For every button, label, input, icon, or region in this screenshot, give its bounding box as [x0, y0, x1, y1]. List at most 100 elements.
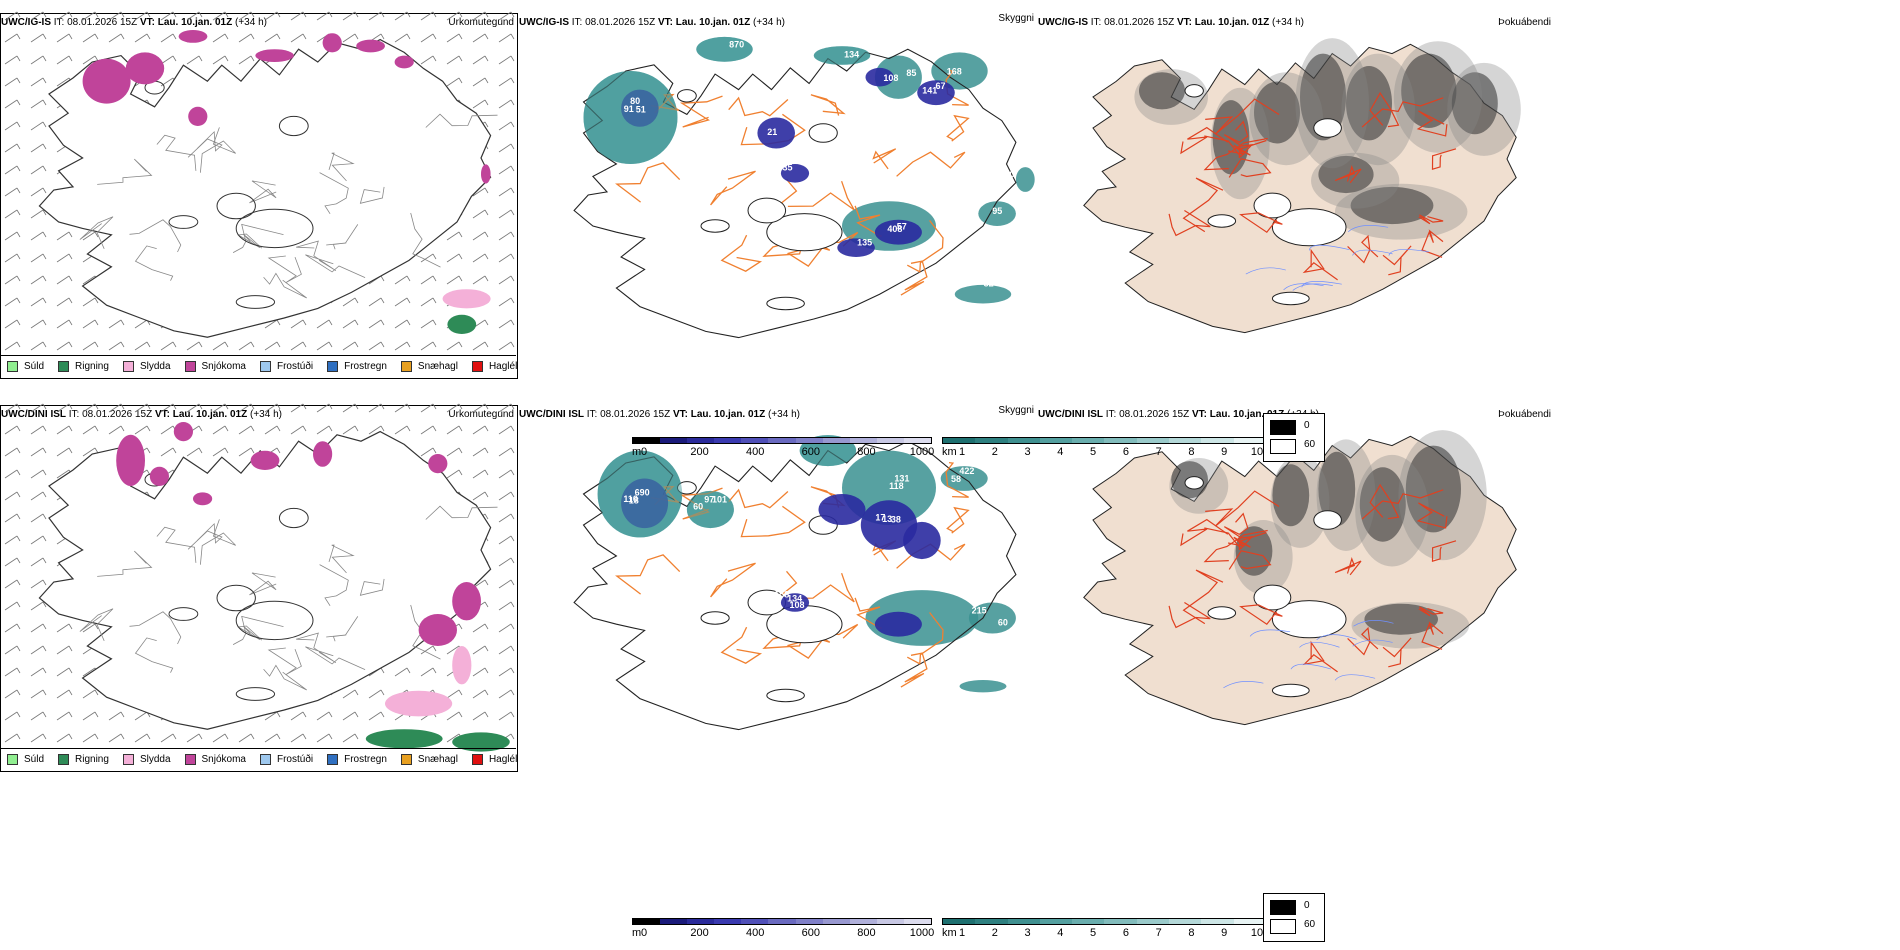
road-line [410, 212, 441, 268]
fog-scale-row1: 0 60 [1263, 413, 1325, 462]
fog-area [1447, 62, 1521, 156]
road-line [79, 216, 114, 249]
glacier-outline [1207, 214, 1237, 228]
legend-item: Slydda [122, 753, 171, 765]
glacier-outline [766, 296, 805, 311]
road-line [232, 223, 284, 253]
road-line [1418, 606, 1444, 617]
low-visibility-area [959, 680, 1007, 693]
road-line [615, 162, 681, 203]
colorbar-unit: m [632, 446, 642, 458]
glacier-outline [1253, 584, 1292, 611]
road-line [615, 554, 681, 595]
colorbar-tick: 600 [801, 446, 820, 458]
legend-label: Frostúði [276, 753, 314, 765]
cloud-base-area [874, 219, 922, 245]
cloud-base-label: 57 [897, 221, 907, 231]
road-line [1369, 483, 1400, 520]
road-line [1382, 637, 1412, 668]
road-line [810, 94, 846, 116]
legend-label: Slydda [139, 753, 171, 765]
fog-swatch [1270, 439, 1296, 454]
colorbar-tick: 6 [1122, 446, 1129, 458]
fog-area [1405, 445, 1461, 533]
cloud-base-label: 690 [635, 488, 650, 498]
island-outline [38, 430, 492, 730]
legend-item: Frostregn [327, 753, 387, 765]
road-line [1334, 165, 1362, 184]
colorbar-tick: 0 [640, 446, 648, 458]
fog-area [1346, 66, 1392, 141]
glacier-outline [235, 295, 276, 309]
road-line [79, 608, 114, 641]
cloud-base-label: 110 [623, 494, 638, 504]
cloud-base-area [903, 521, 941, 560]
low-visibility-area [874, 55, 922, 99]
glacier-outline [747, 197, 787, 224]
glacier-outline [235, 687, 276, 701]
road-line [1302, 640, 1338, 673]
cloud-base-area [917, 80, 955, 106]
snow-area [418, 614, 457, 646]
river-line [1249, 629, 1291, 637]
road-line [425, 505, 498, 520]
cloud-base-label: 80 [630, 96, 640, 106]
legend-item: Súld [7, 753, 44, 765]
river-line [1283, 283, 1324, 291]
fog-area [1393, 41, 1483, 153]
snow-area [178, 30, 208, 43]
glacier-outline [278, 507, 309, 529]
road-line [319, 172, 349, 215]
road-line [267, 647, 302, 676]
road-line [187, 523, 223, 550]
road-line [710, 170, 756, 206]
snow-area [149, 466, 169, 486]
road-line [720, 234, 763, 272]
legend-label: Haglél [488, 360, 518, 372]
road-line [900, 260, 928, 296]
road-line [328, 152, 355, 182]
cloud-base-label: 60 [693, 502, 703, 512]
road-line [1203, 529, 1268, 563]
road-line [1205, 98, 1280, 135]
river-line [1353, 620, 1394, 627]
colorbar-strip [632, 437, 932, 444]
cloud-base-label: 38 [891, 514, 901, 524]
road-line [1168, 601, 1211, 629]
cloud-base-area [780, 164, 810, 183]
glacier-outline [766, 688, 805, 703]
legend-label: Frostregn [344, 753, 387, 765]
low-visibility-area [696, 36, 753, 62]
header-cloudbase-row1: UWC/IG-IS IT: 08.01.2026 15Z VT: Lau. 10… [519, 17, 785, 28]
fog-area [1311, 152, 1400, 209]
road-line [1431, 540, 1457, 563]
road-line [872, 148, 897, 170]
road-line [787, 180, 855, 211]
road-line [945, 461, 969, 498]
colorbar-tick: 600 [801, 927, 820, 939]
colorbar-tick: 8 [1188, 927, 1195, 939]
cloud-base-label: 168 [947, 67, 962, 77]
road-line [319, 564, 349, 607]
legend-label: Rigning [75, 360, 109, 372]
colorbar-tick: 8 [1188, 446, 1195, 458]
legend-swatch [471, 360, 483, 372]
road-line [1180, 126, 1229, 155]
colorbar-unit: m [632, 927, 642, 939]
fog-swatch [1270, 919, 1296, 934]
legend-swatch [327, 360, 339, 372]
colorbar-tick: 200 [690, 927, 709, 939]
fog-area [1341, 53, 1415, 166]
road-line [1369, 91, 1400, 128]
road-line [156, 134, 197, 171]
cloud-base-area [837, 238, 875, 257]
low-visibility-area [931, 52, 988, 90]
colorbar-tick: 4 [1057, 927, 1064, 939]
fog-area [1254, 81, 1300, 144]
panel-title: Þokuábendi [1498, 409, 1551, 420]
fog-scale-row2: 0 60 [1263, 893, 1325, 942]
legend-label: Snæhagl [417, 753, 458, 765]
glacier-outline [1253, 192, 1292, 219]
road-line [740, 505, 806, 538]
river-line [1352, 639, 1393, 647]
